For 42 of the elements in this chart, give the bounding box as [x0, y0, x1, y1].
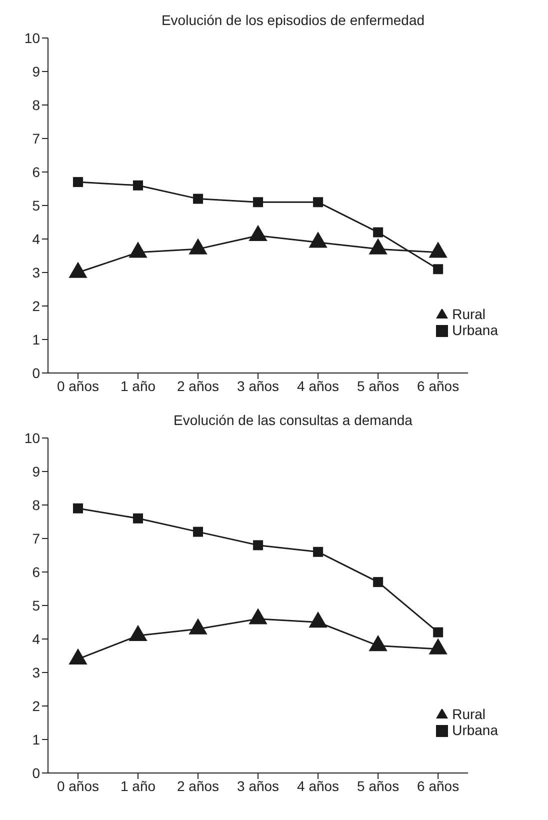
y-tick-label: 10: [24, 430, 40, 446]
y-tick-label: 6: [32, 164, 40, 180]
chart-title: Evolución de los episodios de enfermedad: [160, 12, 426, 28]
x-tick-label: 1 año: [120, 378, 156, 394]
y-tick-label: 4: [32, 230, 40, 247]
y-tick-label: 3: [32, 664, 40, 680]
x-tick-label: 3 años: [237, 778, 280, 794]
y-tick-label: 8: [32, 496, 40, 513]
x-tick-label: 0 años: [56, 378, 100, 394]
y-tick-label: 9: [32, 63, 40, 80]
y-tick-label: 2: [32, 298, 40, 314]
y-tick-label: 5: [32, 197, 40, 214]
x-tick-label: 4 años: [297, 778, 340, 794]
y-tick-label: 4: [32, 630, 40, 647]
chart-title: Evolución de las consultas a demanda: [172, 412, 414, 428]
y-tick-label: 2: [32, 698, 40, 714]
x-tick-label: 5 años: [357, 778, 400, 794]
legend-label: Urbana: [452, 722, 498, 738]
x-tick-label: 4 años: [297, 378, 340, 394]
y-tick-label: 7: [32, 130, 40, 146]
y-tick-label: 0: [32, 764, 40, 781]
x-tick-label: 3 años: [237, 378, 280, 394]
x-tick-label: 6 años: [417, 778, 460, 794]
y-tick-label: 5: [32, 597, 40, 614]
x-tick-label: 5 años: [357, 378, 400, 394]
x-tick-label: 6 años: [417, 378, 460, 394]
y-tick-label: 7: [32, 530, 40, 546]
y-tick-label: 6: [32, 564, 40, 580]
legend-label: Rural: [452, 706, 486, 722]
x-tick-label: 1 año: [120, 778, 156, 794]
y-tick-label: 3: [32, 264, 40, 280]
y-tick-label: 1: [32, 731, 40, 748]
legend-label: Rural: [452, 306, 486, 322]
x-tick-label: 0 años: [56, 778, 100, 794]
y-tick-label: 10: [24, 30, 40, 46]
y-tick-label: 8: [32, 96, 40, 113]
y-tick-label: 9: [32, 463, 40, 480]
y-tick-label: 1: [32, 331, 40, 348]
y-tick-label: 0: [32, 364, 40, 381]
x-tick-label: 2 años: [177, 378, 220, 394]
x-tick-label: 2 años: [177, 778, 220, 794]
legend-label: Urbana: [452, 322, 498, 338]
